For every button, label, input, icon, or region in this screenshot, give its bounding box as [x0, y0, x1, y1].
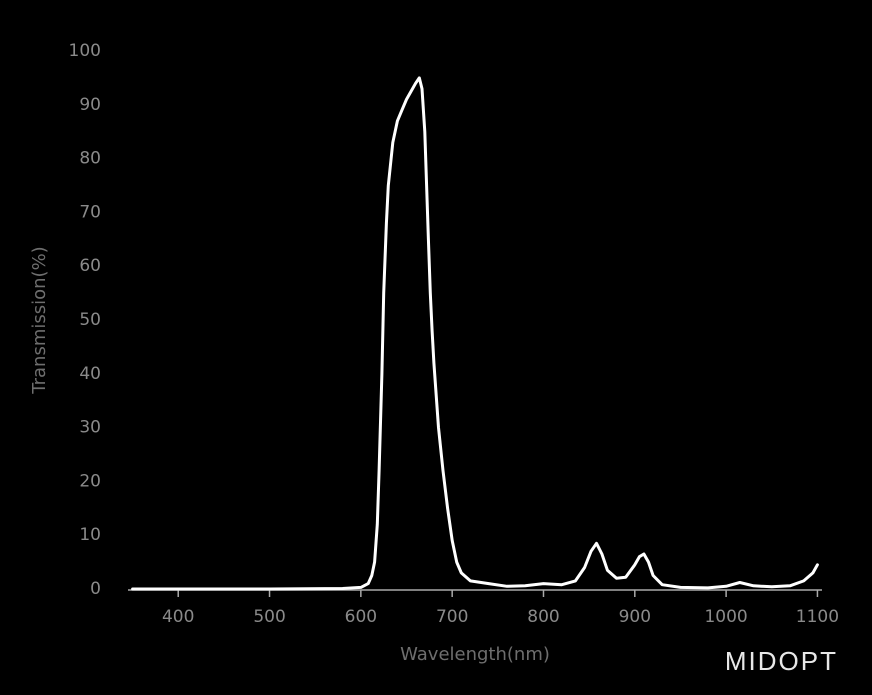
y-tick-label: 100 [69, 41, 101, 61]
y-tick-label: 50 [79, 310, 101, 330]
y-tick-label: 90 [79, 95, 101, 115]
y-tick-label: 30 [79, 418, 101, 438]
x-tick-label: 400 [162, 607, 194, 627]
x-tick-label: 500 [253, 607, 285, 627]
y-tick-label: 70 [79, 202, 101, 222]
x-tick-label: 600 [345, 607, 377, 627]
x-tick-label: 1100 [796, 607, 839, 627]
y-tick-label: 10 [79, 525, 101, 545]
y-tick-label: 40 [79, 364, 101, 384]
x-tick-label: 900 [619, 607, 651, 627]
logo: MIDOPT [725, 646, 838, 676]
y-tick-label: 60 [79, 256, 101, 276]
y-tick-label: 80 [79, 149, 101, 169]
y-tick-label: 20 [79, 471, 101, 491]
x-tick-label: 800 [527, 607, 559, 627]
x-tick-label: 1000 [704, 607, 747, 627]
x-tick-label: 700 [436, 607, 468, 627]
x-axis-label: Wavelength(nm) [400, 644, 550, 665]
y-tick-label: 0 [90, 579, 101, 599]
y-axis-label: Transmission(%) [29, 246, 50, 394]
transmission-line [131, 76, 819, 591]
